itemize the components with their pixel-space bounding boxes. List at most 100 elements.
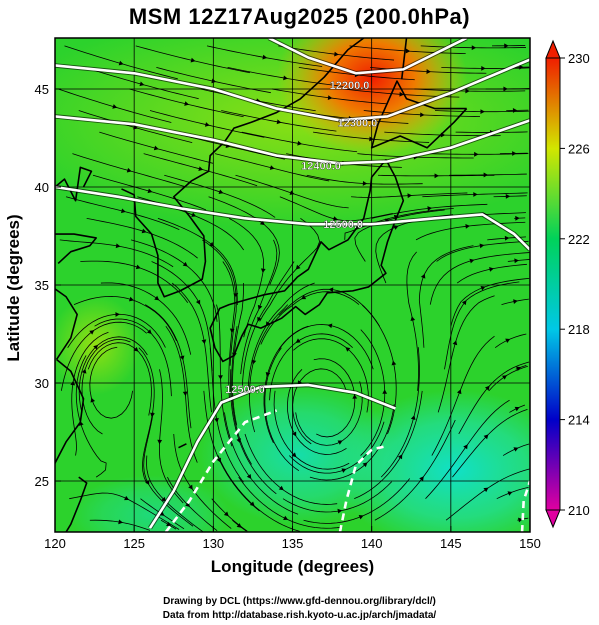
y-axis: 25 30 35 40 45 <box>35 82 61 489</box>
x-tick-label: 135 <box>282 536 304 551</box>
colorbar: 210 214 218 222 226 230 <box>545 39 590 529</box>
streamline-arrow <box>184 101 190 106</box>
streamline-arrow <box>391 360 397 366</box>
streamline-arrow <box>90 397 96 403</box>
cool-core-southwest <box>70 475 230 532</box>
streamline-arrow <box>504 235 510 241</box>
plot-area: 12200.0 12300.0 12400.0 12500.0 12500.0 <box>55 38 530 532</box>
streamline-arrow <box>249 501 255 507</box>
x-tick-label: 120 <box>44 536 66 551</box>
streamline-arrow <box>502 375 507 380</box>
streamline-arrow <box>211 78 217 84</box>
streamline-arrow <box>218 189 224 194</box>
y-axis-label: Latitude (degrees) <box>4 214 23 362</box>
streamline-arrow <box>515 215 520 221</box>
streamline-arrow <box>481 65 486 71</box>
streamline-arrow <box>480 109 485 115</box>
streamline-arrow <box>337 508 343 514</box>
coastline <box>178 443 187 449</box>
x-tick-label: 150 <box>519 536 541 551</box>
streamline-arrow <box>474 151 479 157</box>
height-contour-dashed <box>338 444 388 532</box>
streamline-arrow <box>218 375 223 380</box>
streamline-arrow <box>465 224 470 229</box>
streamline-arrow <box>297 140 303 146</box>
streamlines <box>58 43 530 532</box>
streamline-arrow <box>93 344 99 350</box>
x-tick-label: 130 <box>202 536 224 551</box>
streamline-arrow <box>214 417 219 423</box>
streamline-arrow <box>397 454 403 460</box>
streamline-arrow <box>514 406 520 412</box>
streamline-arrow <box>393 225 399 230</box>
streamline-arrow <box>362 462 368 468</box>
streamline-arrow <box>456 389 462 395</box>
contour-label: 12500.0 <box>323 219 363 231</box>
streamline-arrow <box>135 264 141 270</box>
streamline-arrow <box>382 389 388 394</box>
streamline-arrow <box>118 519 123 525</box>
streamline-arrow <box>465 88 470 94</box>
streamline-arrow <box>251 359 257 365</box>
streamline-arrow <box>291 431 297 437</box>
streamline-arrow <box>512 108 518 113</box>
colorbar-tick-label: 210 <box>568 503 590 518</box>
streamline-arrow <box>161 496 167 502</box>
streamline-arrow <box>120 208 126 214</box>
streamline-arrow <box>505 338 511 344</box>
streamline-arrow <box>115 243 121 249</box>
streamline-arrow <box>204 122 210 127</box>
y-tick-label: 25 <box>35 474 49 489</box>
streamline-arrow <box>198 166 204 171</box>
height-contour-dashed <box>164 409 278 532</box>
streamline-arrow <box>150 412 155 418</box>
x-axis: 120 125 130 135 140 145 150 <box>44 526 541 551</box>
height-contours <box>55 38 530 532</box>
colorbar-body <box>545 57 561 511</box>
streamline-arrow <box>124 495 130 501</box>
credit-drawing: Drawing by DCL (https://www.gfd-dennou.o… <box>163 596 436 607</box>
streamline-arrow <box>452 340 458 346</box>
height-contour <box>55 58 530 122</box>
streamline-arrow <box>128 296 134 302</box>
contour-label: 12500.0 <box>225 384 265 396</box>
streamline-arrow <box>328 287 334 293</box>
streamline-arrow <box>223 511 229 517</box>
streamline-arrow <box>507 491 513 496</box>
streamline-arrow <box>147 188 153 194</box>
y-tick-label: 35 <box>35 278 49 293</box>
streamline-arrow <box>483 172 489 178</box>
streamline-arrow <box>489 267 494 272</box>
streamline-arrow <box>512 151 517 156</box>
streamline-arrow <box>89 330 95 335</box>
colorbar-extend-bottom <box>545 509 561 529</box>
streamline-arrow <box>479 243 485 249</box>
streamline-arrow <box>327 323 333 329</box>
streamline-arrow <box>434 173 439 179</box>
streamline-arrow <box>246 473 252 479</box>
contour-label: 12300.0 <box>338 117 378 129</box>
streamline-arrow <box>157 439 163 445</box>
streamline-arrow <box>126 167 132 173</box>
streamline-arrow <box>295 338 301 343</box>
height-contour <box>55 115 530 165</box>
streamline-arrow <box>473 192 478 197</box>
streamline-arrow <box>182 261 188 267</box>
coastline <box>209 159 405 363</box>
contour-label: 12200.0 <box>330 80 370 92</box>
coastline <box>55 288 78 360</box>
streamline-arrow <box>260 268 266 274</box>
height-contour <box>55 185 530 251</box>
streamline-arrow <box>419 476 424 482</box>
streamline-arrow <box>480 285 486 291</box>
coastline <box>400 38 408 80</box>
height-contour <box>268 38 468 75</box>
streamline-arrow <box>118 60 124 66</box>
streamline-arrow <box>505 194 511 199</box>
streamline-arrow <box>420 112 425 118</box>
streamline-arrow <box>358 514 364 520</box>
streamline-arrow <box>334 51 339 57</box>
height-contour <box>148 383 396 529</box>
streamline-arrow <box>265 371 271 377</box>
